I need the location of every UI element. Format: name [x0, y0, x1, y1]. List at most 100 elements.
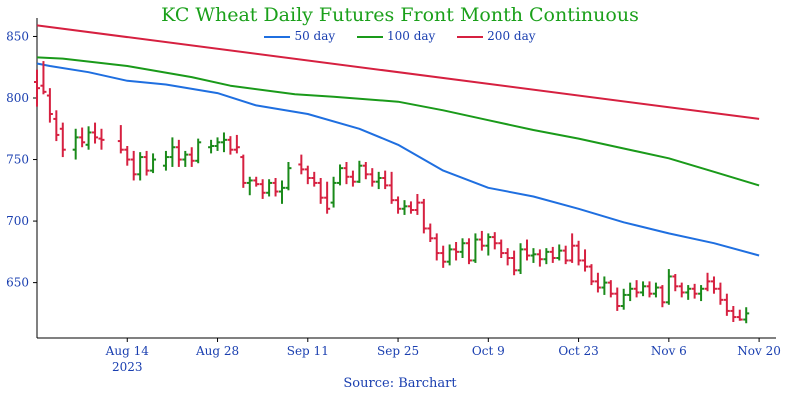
ohlc-bar [343, 162, 350, 185]
ohlc-bar [678, 282, 685, 298]
ohlc-bar [330, 176, 337, 208]
ohlc-bar [562, 245, 569, 265]
ohlc-bar [504, 248, 511, 266]
ohlc-bar [453, 242, 460, 261]
y-axis: 650 700 750 800 850 [6, 18, 38, 338]
ohlc-bar [743, 307, 750, 324]
ohlc-bar [324, 181, 331, 214]
ohlc-bar [98, 128, 105, 150]
ma-line-200-day [36, 24, 760, 120]
ohlc-bar [317, 178, 324, 204]
ohlc-bar [491, 232, 498, 250]
legend-swatch-50-day [264, 35, 291, 38]
ohlc-bar [285, 162, 292, 191]
ohlc-bar [143, 150, 150, 176]
legend-label-100-day: 100 day [387, 29, 436, 43]
x-tick-label: Oct 9 [472, 344, 505, 358]
ohlc-bar [433, 233, 440, 261]
ohlc-bar [34, 69, 40, 107]
ohlc-bar [304, 165, 311, 185]
ohlc-bar [240, 154, 247, 188]
price-bars [34, 61, 750, 324]
ohlc-bar [646, 281, 653, 298]
ohlc-bar [524, 239, 530, 261]
ohlc-bar [685, 285, 692, 300]
ohlc-bar [311, 171, 318, 187]
x-tick-label: Sep 25 [377, 344, 419, 358]
x-tick-label: Aug 28 [195, 344, 239, 358]
ohlc-bar [150, 153, 157, 174]
ohlc-bar [214, 137, 221, 151]
ohlc-bar [375, 171, 382, 190]
legend-item-100-day: 100 day [357, 29, 435, 43]
ohlc-bar [407, 201, 414, 214]
ohlc-bar [40, 61, 47, 95]
ma-line-100-day [36, 56, 760, 187]
ohlc-bar [266, 179, 273, 197]
ma-line-50-day [36, 62, 760, 257]
ohlc-bar [208, 139, 215, 154]
ohlc-bar [485, 233, 492, 256]
ohlc-bar [704, 272, 711, 292]
ohlc-bar [710, 276, 717, 294]
moving-average-lines [36, 24, 760, 257]
ohlc-bar [246, 176, 253, 196]
legend-label-200-day: 200 day [487, 29, 536, 43]
ohlc-bar [188, 147, 195, 167]
ohlc-bar [569, 233, 576, 263]
ohlc-bar [556, 244, 563, 261]
ohlc-bar [498, 239, 505, 258]
ohlc-bar [465, 238, 472, 265]
ohlc-bar [620, 288, 627, 310]
ohlc-bar [717, 282, 724, 305]
legend-item-200-day: 200 day [457, 29, 536, 43]
ohlc-bar [137, 152, 144, 181]
x-tick-label: Nov 6 [651, 344, 687, 358]
ohlc-bar [220, 132, 227, 153]
ohlc-bar [175, 139, 182, 167]
ohlc-bar [349, 170, 356, 187]
ohlc-bar [640, 281, 647, 297]
ohlc-bar [92, 122, 99, 144]
ohlc-bar [117, 125, 124, 154]
legend-item-50-day: 50 day [264, 29, 335, 43]
y-tick-label: 650 [6, 276, 29, 290]
ohlc-bar [362, 162, 369, 180]
ohlc-bar [582, 249, 589, 272]
ohlc-bar [253, 176, 260, 187]
ohlc-bar [723, 293, 730, 316]
ohlc-bar [607, 280, 614, 298]
ohlc-bar [46, 88, 53, 123]
ohlc-bar [162, 150, 169, 171]
ohlc-bar [388, 171, 395, 204]
ohlc-bar [59, 122, 66, 158]
ohlc-bar [627, 282, 634, 302]
ohlc-bar [279, 180, 285, 204]
ohlc-bar [549, 246, 556, 263]
x-tick-label: Nov 20 [737, 344, 781, 358]
x-tick-label: Sep 11 [287, 344, 329, 358]
chart-source: Source: Barchart [343, 376, 457, 391]
ohlc-bar [337, 164, 344, 186]
ohlc-bar [575, 240, 582, 266]
ohlc-bar [511, 250, 518, 276]
ohlc-bar [543, 248, 550, 265]
ohlc-bar [472, 233, 479, 263]
ohlc-bar [517, 243, 524, 274]
ohlc-bar [298, 154, 305, 175]
ohlc-bar [588, 264, 595, 286]
ohlc-bar [259, 179, 266, 199]
ohlc-bar [736, 309, 743, 321]
x-tick-label: Oct 23 [558, 344, 598, 358]
ohlc-bar [53, 110, 60, 142]
ohlc-bar [79, 127, 86, 148]
ohlc-bar [227, 136, 234, 155]
ohlc-bar [414, 194, 421, 215]
ohlc-bar [72, 128, 79, 160]
ohlc-bar [195, 138, 202, 164]
x-year-label: 2023 [112, 360, 143, 374]
ohlc-bar [85, 126, 92, 150]
ohlc-bar [169, 137, 176, 167]
y-tick-label: 700 [6, 214, 29, 228]
ohlc-bar [369, 168, 376, 187]
